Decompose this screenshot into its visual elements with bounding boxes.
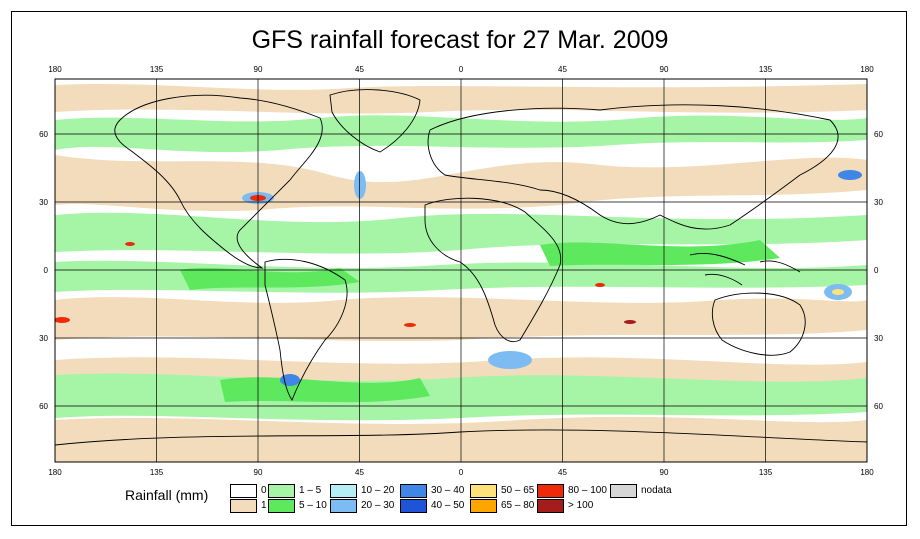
bottom-lon-tick-label: 45 bbox=[558, 468, 567, 477]
rainfall-field bbox=[55, 83, 867, 462]
legend-swatch bbox=[330, 499, 357, 513]
legend-label: 50 – 65 bbox=[501, 485, 535, 496]
legend-swatch bbox=[230, 484, 257, 498]
map-title: GFS rainfall forecast for 27 Mar. 2009 bbox=[251, 26, 669, 54]
right-lat-tick-label: 30 bbox=[874, 198, 883, 207]
north-america bbox=[114, 94, 323, 269]
legend-swatch bbox=[537, 499, 564, 513]
bottom-lon-tick-label: 90 bbox=[660, 468, 669, 477]
legend-label: nodata bbox=[641, 485, 672, 496]
greenland bbox=[329, 89, 421, 153]
top-lon-tick-label: 45 bbox=[558, 65, 567, 74]
figure-frame bbox=[11, 11, 907, 526]
bottom-lon-tick-label: 135 bbox=[150, 468, 164, 477]
left-lat-tick-label: 60 bbox=[39, 130, 48, 139]
map-border bbox=[54, 78, 868, 463]
legend-swatch bbox=[230, 499, 257, 513]
right-lat-tick-label: 0 bbox=[874, 266, 879, 275]
top-lon-tick-label: 45 bbox=[355, 65, 364, 74]
top-lon-tick-label: 180 bbox=[860, 65, 874, 74]
rain-cells-heavy bbox=[55, 170, 862, 386]
legend-swatch bbox=[610, 484, 637, 498]
legend-swatch bbox=[268, 499, 295, 513]
bottom-lon-tick-label: 135 bbox=[759, 468, 773, 477]
legend-label: 1 bbox=[261, 500, 267, 511]
coastlines bbox=[55, 89, 867, 446]
graticule bbox=[55, 79, 867, 462]
legend-label: > 100 bbox=[568, 500, 594, 511]
legend-swatch bbox=[400, 499, 427, 513]
legend-swatch bbox=[268, 484, 295, 498]
left-lat-tick-label: 60 bbox=[39, 402, 48, 411]
top-lon-tick-label: 90 bbox=[660, 65, 669, 74]
legend-swatch bbox=[537, 484, 564, 498]
top-lon-tick-label: 135 bbox=[759, 65, 773, 74]
legend-label: 10 – 20 bbox=[361, 485, 395, 496]
legend-label: 40 – 50 bbox=[431, 500, 465, 511]
left-lat-tick-label: 30 bbox=[39, 198, 48, 207]
legend-label: 20 – 30 bbox=[361, 500, 395, 511]
legend-swatch bbox=[330, 484, 357, 498]
left-lat-tick-label: 0 bbox=[44, 266, 49, 275]
australia bbox=[711, 292, 806, 356]
right-lat-tick-label: 30 bbox=[874, 334, 883, 343]
legend-swatch bbox=[470, 499, 497, 513]
legend-label: 80 – 100 bbox=[568, 485, 607, 496]
legend-label: 30 – 40 bbox=[431, 485, 465, 496]
legend-swatch bbox=[470, 484, 497, 498]
bottom-lon-tick-label: 90 bbox=[254, 468, 263, 477]
legend-label: 5 – 10 bbox=[299, 500, 327, 511]
legend-swatch bbox=[400, 484, 427, 498]
southeast-asia-islands bbox=[689, 253, 801, 286]
south-america bbox=[264, 258, 348, 401]
bottom-lon-tick-label: 0 bbox=[459, 468, 464, 477]
top-lon-tick-label: 180 bbox=[48, 65, 62, 74]
africa bbox=[424, 197, 562, 343]
legend-title: Rainfall (mm) bbox=[125, 487, 209, 503]
top-lon-tick-label: 90 bbox=[254, 65, 263, 74]
legend-label: 0 bbox=[261, 485, 267, 496]
legend-label: 65 – 80 bbox=[501, 500, 535, 511]
bottom-lon-tick-label: 180 bbox=[860, 468, 874, 477]
right-lat-tick-label: 60 bbox=[874, 130, 883, 139]
bottom-lon-tick-label: 180 bbox=[48, 468, 62, 477]
rain-band-mid bbox=[180, 240, 780, 403]
bottom-lon-tick-label: 45 bbox=[355, 468, 364, 477]
eurasia bbox=[427, 104, 839, 230]
left-lat-tick-label: 30 bbox=[39, 334, 48, 343]
top-lon-tick-label: 0 bbox=[459, 65, 464, 74]
legend-label: 1 – 5 bbox=[299, 485, 322, 496]
antarctica bbox=[55, 429, 867, 446]
axis-tick-labels: 180 180 135 135 90 90 45 45 0 0 45 45 90 90 135 135 180 1… bbox=[39, 65, 883, 477]
right-lat-tick-label: 60 bbox=[874, 402, 883, 411]
top-lon-tick-label: 135 bbox=[150, 65, 164, 74]
